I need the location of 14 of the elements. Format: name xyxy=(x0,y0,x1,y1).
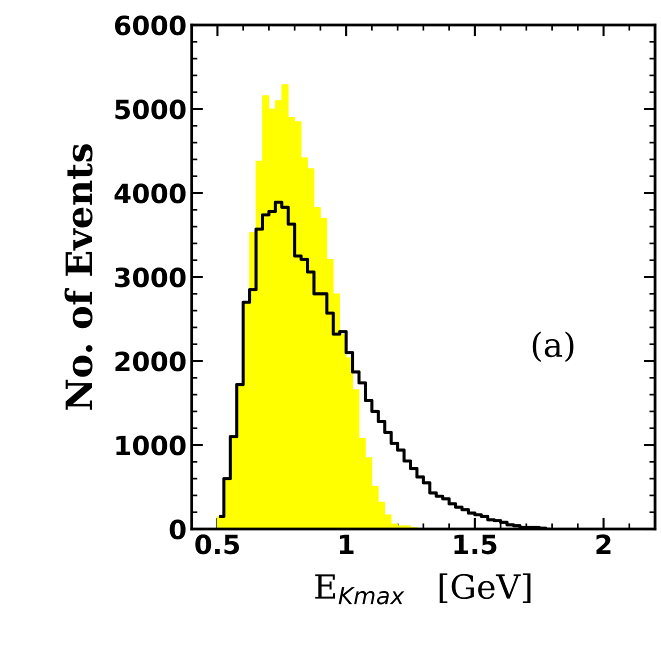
y-tick-label: 3000 xyxy=(115,267,186,288)
y-tick-label: 1000 xyxy=(116,435,186,456)
y-axis-title: No. of Events xyxy=(64,144,92,410)
y-tick-label: 6000 xyxy=(115,15,186,36)
y-tick-label: 2000 xyxy=(115,351,186,372)
x-tick-label: 0.5 xyxy=(195,534,239,554)
y-tick-label: 0 xyxy=(170,519,186,540)
text: E$_{Kmax}$ [GeV] xyxy=(315,573,530,604)
y-tick-label: 4000 xyxy=(114,183,186,204)
x-tick-label: 1 xyxy=(340,534,354,554)
x-tick-label: 2 xyxy=(596,534,610,554)
annotation: (a) xyxy=(532,331,574,362)
y-tick-label: 5000 xyxy=(115,99,186,120)
x-tick-label: 1.5 xyxy=(454,534,496,554)
